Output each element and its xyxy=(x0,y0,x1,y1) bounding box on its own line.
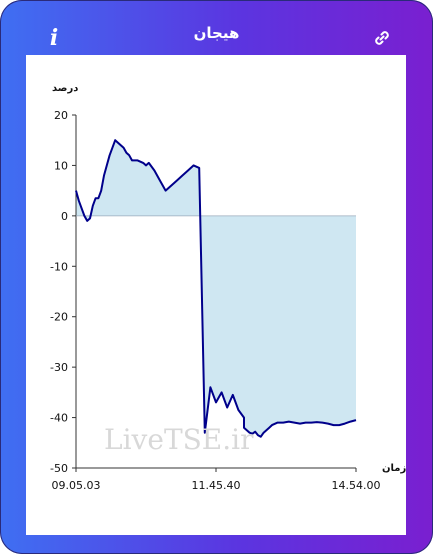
plot-area: 20 10 0 -10 -20 -30 -40 -50 09.05.03 11.45.40 14.5… xyxy=(50,109,380,492)
x-tick-label: 14.54.00 xyxy=(332,479,381,492)
info-icon[interactable]: i xyxy=(49,25,59,51)
y-tick-label: -40 xyxy=(50,412,68,425)
emotion-chart: درصد زمان 20 10 0 -10 -20 -30 -40 -50 09.05.03 11… xyxy=(50,83,406,492)
page-title: هیجان xyxy=(193,24,240,42)
y-tick-label: 20 xyxy=(54,109,68,122)
x-axis-title: زمان xyxy=(382,463,406,474)
x-tick-label: 11.45.40 xyxy=(192,479,241,492)
x-tick-label: 09.05.03 xyxy=(52,479,101,492)
header-bar: i هیجان xyxy=(0,0,433,60)
series-line xyxy=(75,139,357,438)
y-tick-label: 0 xyxy=(61,210,68,223)
y-tick-label: 10 xyxy=(54,159,68,172)
y-tick-label: -30 xyxy=(50,361,68,374)
y-tick-label: -10 xyxy=(50,260,68,273)
y-axis-title: درصد xyxy=(52,83,78,94)
y-tick-label: -20 xyxy=(50,311,68,324)
chart-panel: درصد زمان 20 10 0 -10 -20 -30 -40 -50 09.05.03 11… xyxy=(26,55,406,535)
watermark-text: LiveTSE.ir xyxy=(104,423,254,456)
link-icon[interactable] xyxy=(372,28,392,48)
area-fill xyxy=(76,140,356,437)
y-tick-label: -50 xyxy=(50,462,68,475)
